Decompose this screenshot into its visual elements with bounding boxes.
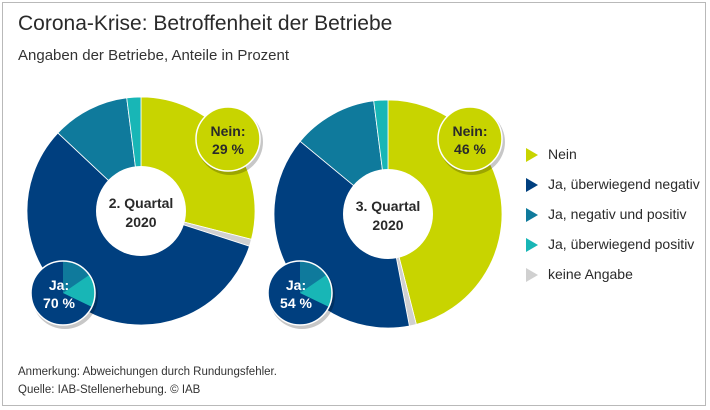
bubble-nein-value: 29 % (212, 141, 244, 157)
legend-label-keine-angabe: keine Angabe (548, 266, 633, 282)
legend-label-nein: Nein (548, 146, 577, 162)
donut-chart-1: 2. Quartal 2020 Nein: 29 % Ja: 70 % (26, 96, 263, 329)
donut-chart-2: 3. Quartal 2020 Nein: 46 % Ja: 54 % (267, 99, 505, 329)
bubble-ja-value: 70 % (43, 295, 75, 311)
bubble-ja-positive-part (63, 274, 95, 307)
footnote-source: Quelle: IAB-Stellenerhebung. © IAB (18, 384, 201, 396)
legend-label-ja-positiv: Ja, überwiegend positiv (548, 236, 695, 252)
bubble-ja-label: Ja: (286, 277, 306, 293)
bubble-nein: Nein: 29 % (195, 106, 263, 175)
footnote-note: Anmerkung: Abweichungen durch Rundungsfe… (18, 366, 277, 378)
bubble-ja-value: 54 % (280, 295, 312, 311)
legend-label-ja-gemischt: Ja, negativ und positiv (548, 206, 687, 222)
legend-label-ja-negativ: Ja, überwiegend negativ (548, 176, 700, 192)
bubble-ja-label: Ja: (49, 277, 69, 293)
donut-hole (343, 169, 433, 259)
legend: Nein Ja, überwiegend negativ Ja, negativ… (526, 143, 706, 293)
bubble-nein-value: 46 % (454, 141, 486, 157)
chart-subtitle: Angaben der Betriebe, Anteile in Prozent (18, 47, 290, 64)
legend-marker-keine-angabe (526, 268, 538, 282)
legend-marker-nein (526, 148, 538, 162)
donut-hole (96, 166, 186, 256)
bubble-ja: Ja: 70 % (30, 260, 98, 329)
legend-item-ja-negativ: Ja, überwiegend negativ (526, 173, 706, 203)
bubble-nein-label: Nein: (453, 123, 488, 139)
center-label-period: 3. Quartal (356, 198, 421, 214)
center-label-year: 2020 (372, 217, 403, 233)
legend-item-keine-angabe: keine Angabe (526, 263, 706, 293)
bubble-ja-positive-part (300, 274, 332, 307)
legend-marker-ja-positiv (526, 238, 538, 252)
center-label-year: 2020 (125, 214, 156, 230)
legend-item-ja-gemischt: Ja, negativ und positiv (526, 203, 706, 233)
legend-item-ja-positiv: Ja, überwiegend positiv (526, 233, 706, 263)
legend-marker-ja-gemischt (526, 208, 538, 222)
center-label-period: 2. Quartal (109, 195, 174, 211)
legend-marker-ja-negativ (526, 178, 538, 192)
legend-item-nein: Nein (526, 143, 706, 173)
bubble-nein-label: Nein: (211, 123, 246, 139)
chart-title: Corona-Krise: Betroffenheit der Betriebe (18, 12, 393, 35)
bubble-ja: Ja: 54 % (267, 260, 335, 329)
bubble-nein: Nein: 46 % (437, 106, 505, 175)
